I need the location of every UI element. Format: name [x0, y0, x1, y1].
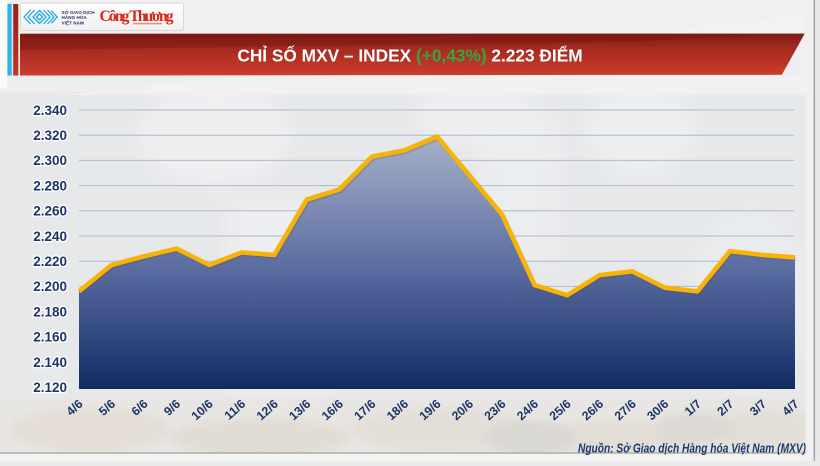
svg-text:Công Thương: Công Thương [100, 8, 174, 25]
svg-text:2.340: 2.340 [33, 103, 67, 118]
svg-text:VIỆT NAM: VIỆT NAM [62, 19, 84, 26]
svg-text:2.320: 2.320 [33, 128, 67, 143]
svg-text:SỞ GIAO DỊCH: SỞ GIAO DỊCH [62, 9, 96, 15]
svg-text:2.120: 2.120 [33, 380, 67, 395]
svg-text:2.140: 2.140 [33, 355, 67, 370]
svg-text:2.220: 2.220 [33, 254, 67, 269]
svg-text:2.260: 2.260 [33, 204, 67, 219]
svg-text:2.160: 2.160 [33, 330, 67, 345]
svg-text:CHỈ SỐ MXV – INDEX (+0,43%) 2.: CHỈ SỐ MXV – INDEX (+0,43%) 2.223 ĐIỂM [237, 46, 582, 66]
svg-text:2.240: 2.240 [33, 229, 67, 244]
svg-text:2.280: 2.280 [33, 178, 67, 193]
svg-text:HÀNG HÓA: HÀNG HÓA [62, 13, 88, 20]
svg-text:2.300: 2.300 [33, 153, 67, 168]
svg-text:2.180: 2.180 [33, 304, 67, 319]
svg-text:Nguồn: Sở Giao dịch Hàng hóa V: Nguồn: Sở Giao dịch Hàng hóa Việt Nam (M… [578, 441, 806, 456]
svg-text:2.200: 2.200 [33, 279, 67, 294]
